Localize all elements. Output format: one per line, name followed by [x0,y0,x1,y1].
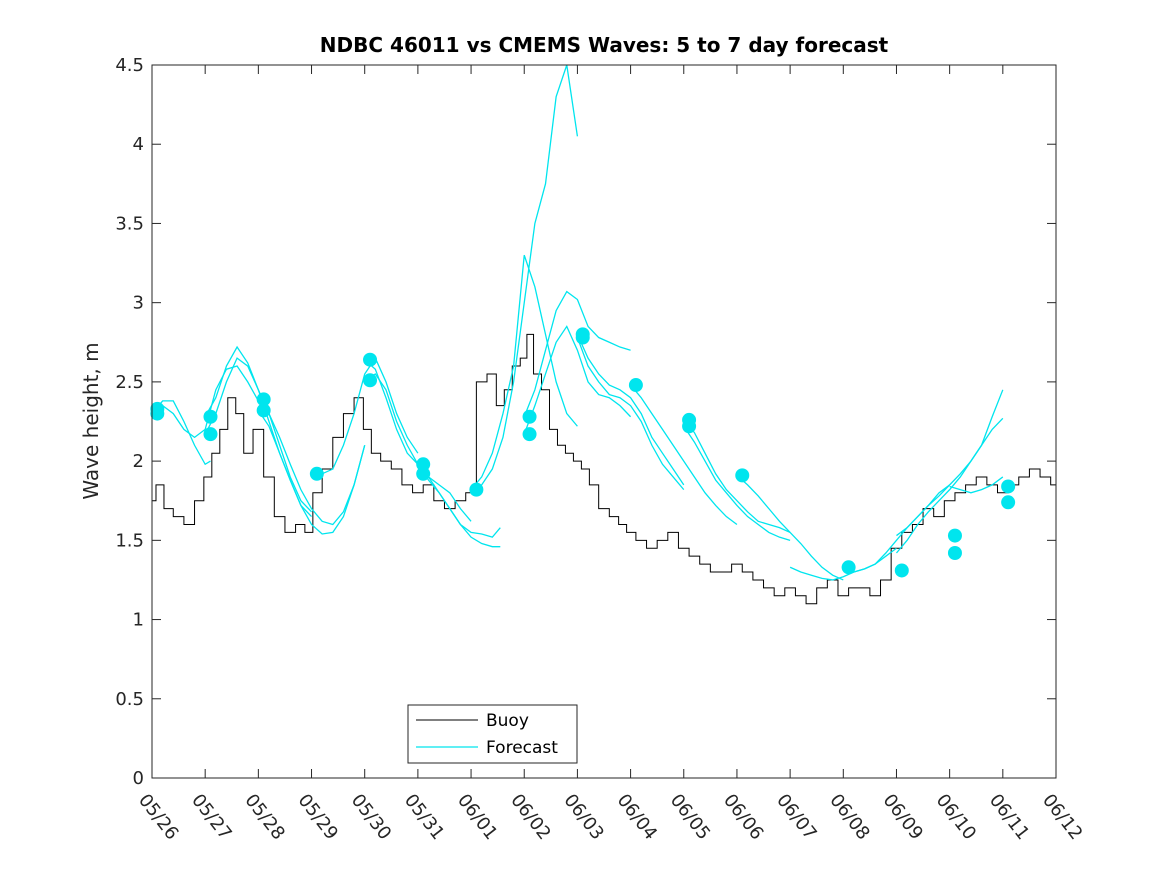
x-tick-label: 05/29 [294,790,342,844]
forecast-start-marker [309,466,324,481]
forecast-series-line-20 [789,547,897,581]
forecast-start-marker [841,560,856,575]
forecast-series-line-19 [736,474,844,581]
forecast-series-line-6 [311,356,419,475]
forecast-series-line-23 [896,417,1004,537]
legend-forecast-label: Forecast [486,738,558,758]
forecast-series-line-9 [417,463,501,548]
legend: Buoy Forecast [407,704,578,764]
x-tick-label: 06/06 [719,790,767,844]
x-tick-label: 06/05 [666,790,714,844]
plot-area [150,65,1056,605]
x-tick-label: 05/26 [134,790,182,844]
y-tick-label: 0.5 [115,689,144,710]
x-tick-label: 05/30 [347,790,395,844]
x-tick-label: 06/12 [1038,790,1086,844]
forecast-start-marker [469,482,484,497]
forecast-series-line-21 [843,484,951,573]
forecast-start-marker [203,409,218,424]
forecast-series-line-17 [683,419,791,534]
forecast-series-line-18 [683,425,791,541]
x-tick-label: 06/10 [932,790,980,844]
buoy-series-line [152,333,1056,605]
legend-buoy-label: Buoy [486,711,529,731]
forecast-start-marker [1001,495,1016,510]
forecast-start-marker [1001,479,1016,494]
y-axis-label: Wave height, m [79,342,103,499]
forecast-start-marker [150,406,165,421]
x-tick-label: 06/08 [825,790,873,844]
forecast-series-line-22 [895,389,1004,554]
forecast-series-line-0 [152,365,259,439]
series-layer [152,65,1056,605]
forecast-start-marker [575,330,590,345]
y-tick-label: 4.5 [115,55,144,76]
chart-title: NDBC 46011 vs CMEMS Waves: 5 to 7 day fo… [320,33,889,57]
x-tick-label: 06/07 [772,790,820,844]
x-tick-label: 05/27 [187,790,235,844]
forecast-start-marker [894,563,909,578]
forecast-start-marker [735,468,750,483]
x-tick-label: 06/04 [613,790,661,844]
forecast-start-marker [203,427,218,442]
forecast-start-marker [947,528,962,543]
forecast-series-line-16 [630,384,738,526]
forecast-start-marker [522,409,537,424]
forecast-series-line-5 [257,410,366,535]
forecast-series-line-7 [364,359,472,522]
forecast-start-marker [682,419,697,434]
legend-box [407,704,578,764]
x-tick-label: 05/31 [400,790,448,844]
forecast-series-line-1 [152,400,211,466]
x-tick-label: 06/01 [453,790,501,844]
forecast-start-marker [256,392,271,407]
forecast-series-line-13 [523,325,632,435]
y-tick-label: 2.5 [115,372,144,393]
y-tick-label: 2 [133,451,144,472]
x-axis: 05/26 05/27 05/28 05/29 05/30 05/31 06/01 06/02… [134,65,1087,844]
y-tick-label: 0 [133,768,144,789]
forecast-start-marker [363,352,378,367]
x-tick-label: 06/11 [985,790,1033,844]
y-axis: 0 0.5 1 1.5 2 2.5 3 3.5 4 4.5 [115,55,1056,789]
y-tick-label: 3.5 [115,213,144,234]
x-tick-label: 06/09 [879,790,927,844]
x-tick-label: 06/02 [506,790,554,844]
forecast-start-marker [628,378,643,393]
forecast-start-marker [363,373,378,388]
y-tick-label: 1 [133,610,144,631]
x-tick-label: 06/03 [559,790,607,844]
forecast-start-marker [416,466,431,481]
forecast-series-line-10 [470,65,579,491]
marker-layer [150,327,1016,578]
forecast-series-line-8 [364,373,501,538]
forecast-series-line-24 [949,476,1004,494]
y-tick-label: 4 [133,134,144,155]
forecast-series-line-15 [576,337,685,491]
forecast-series-line-14 [576,334,685,486]
forecast-series-line-4 [257,398,366,526]
y-tick-label: 3 [133,293,144,314]
plot-frame [151,64,1057,779]
forecast-start-marker [522,427,537,442]
forecast-start-marker [256,403,271,418]
forecast-series-line-11 [470,254,578,491]
forecast-start-marker [947,546,962,561]
forecast-series-line-12 [523,290,631,417]
x-tick-label: 05/28 [240,790,288,844]
y-tick-label: 1.5 [115,530,144,551]
